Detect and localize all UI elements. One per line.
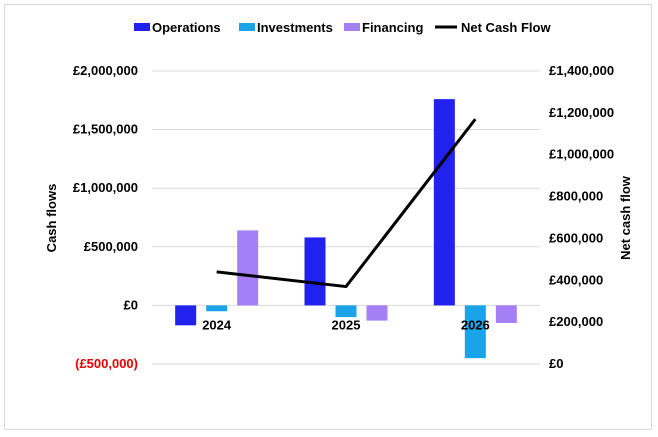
y-axis-title: Cash flows — [44, 184, 59, 253]
y-tick-label: £0 — [124, 297, 138, 312]
bar-financing-2025 — [366, 305, 388, 321]
legend-label-investments: Investments — [257, 20, 333, 35]
y2-tick-label: £1,000,000 — [549, 147, 614, 162]
y-tick-label: £500,000 — [84, 239, 138, 254]
legend-swatch-investments — [239, 23, 255, 31]
bar-investments-2024 — [206, 305, 228, 312]
legend-swatch-financing — [344, 23, 360, 31]
y2-tick-label: £1,200,000 — [549, 105, 614, 120]
y2-axis-title: Net cash flow — [618, 175, 633, 260]
bars — [175, 99, 517, 359]
y-tick-label: (£500,000) — [75, 356, 138, 371]
legend-label-financing: Financing — [362, 20, 423, 35]
y-tick-label: £2,000,000 — [73, 63, 138, 78]
bar-operations-2025 — [304, 237, 326, 306]
y2-tick-label: £400,000 — [549, 272, 603, 287]
y-tick-label: £1,500,000 — [73, 122, 138, 137]
bar-financing-2026 — [495, 305, 517, 323]
y-tick-label: £1,000,000 — [73, 180, 138, 195]
y2-tick-label: £600,000 — [549, 230, 603, 245]
y2-tick-label: £200,000 — [549, 314, 603, 329]
bar-operations-2024 — [175, 305, 197, 326]
legend-swatch-operations — [134, 23, 150, 31]
legend: Operations Investments Financing Net Cash F… — [134, 20, 551, 35]
chart-frame — [4, 4, 652, 430]
bar-investments-2025 — [335, 305, 357, 318]
bar-financing-2024 — [237, 230, 259, 306]
net-cash-flow-line-group — [216, 118, 477, 289]
x-tick-label: 2025 — [332, 317, 361, 332]
bar-investments-2026 — [464, 305, 486, 359]
bar-operations-2026 — [433, 99, 455, 306]
x-tick-label: 2024 — [202, 317, 232, 332]
y2-tick-label: £1,400,000 — [549, 63, 614, 78]
y2-tick-label: £800,000 — [549, 189, 603, 204]
y2-tick-label: £0 — [549, 356, 563, 371]
legend-label-net-cash-flow: Net Cash Flow — [461, 20, 551, 35]
legend-label-operations: Operations — [152, 20, 221, 35]
x-tick-label: 2026 — [461, 317, 490, 332]
axes: (£500,000) £0 £500,000 £1,000,000 £1,500,000… — [73, 63, 614, 371]
